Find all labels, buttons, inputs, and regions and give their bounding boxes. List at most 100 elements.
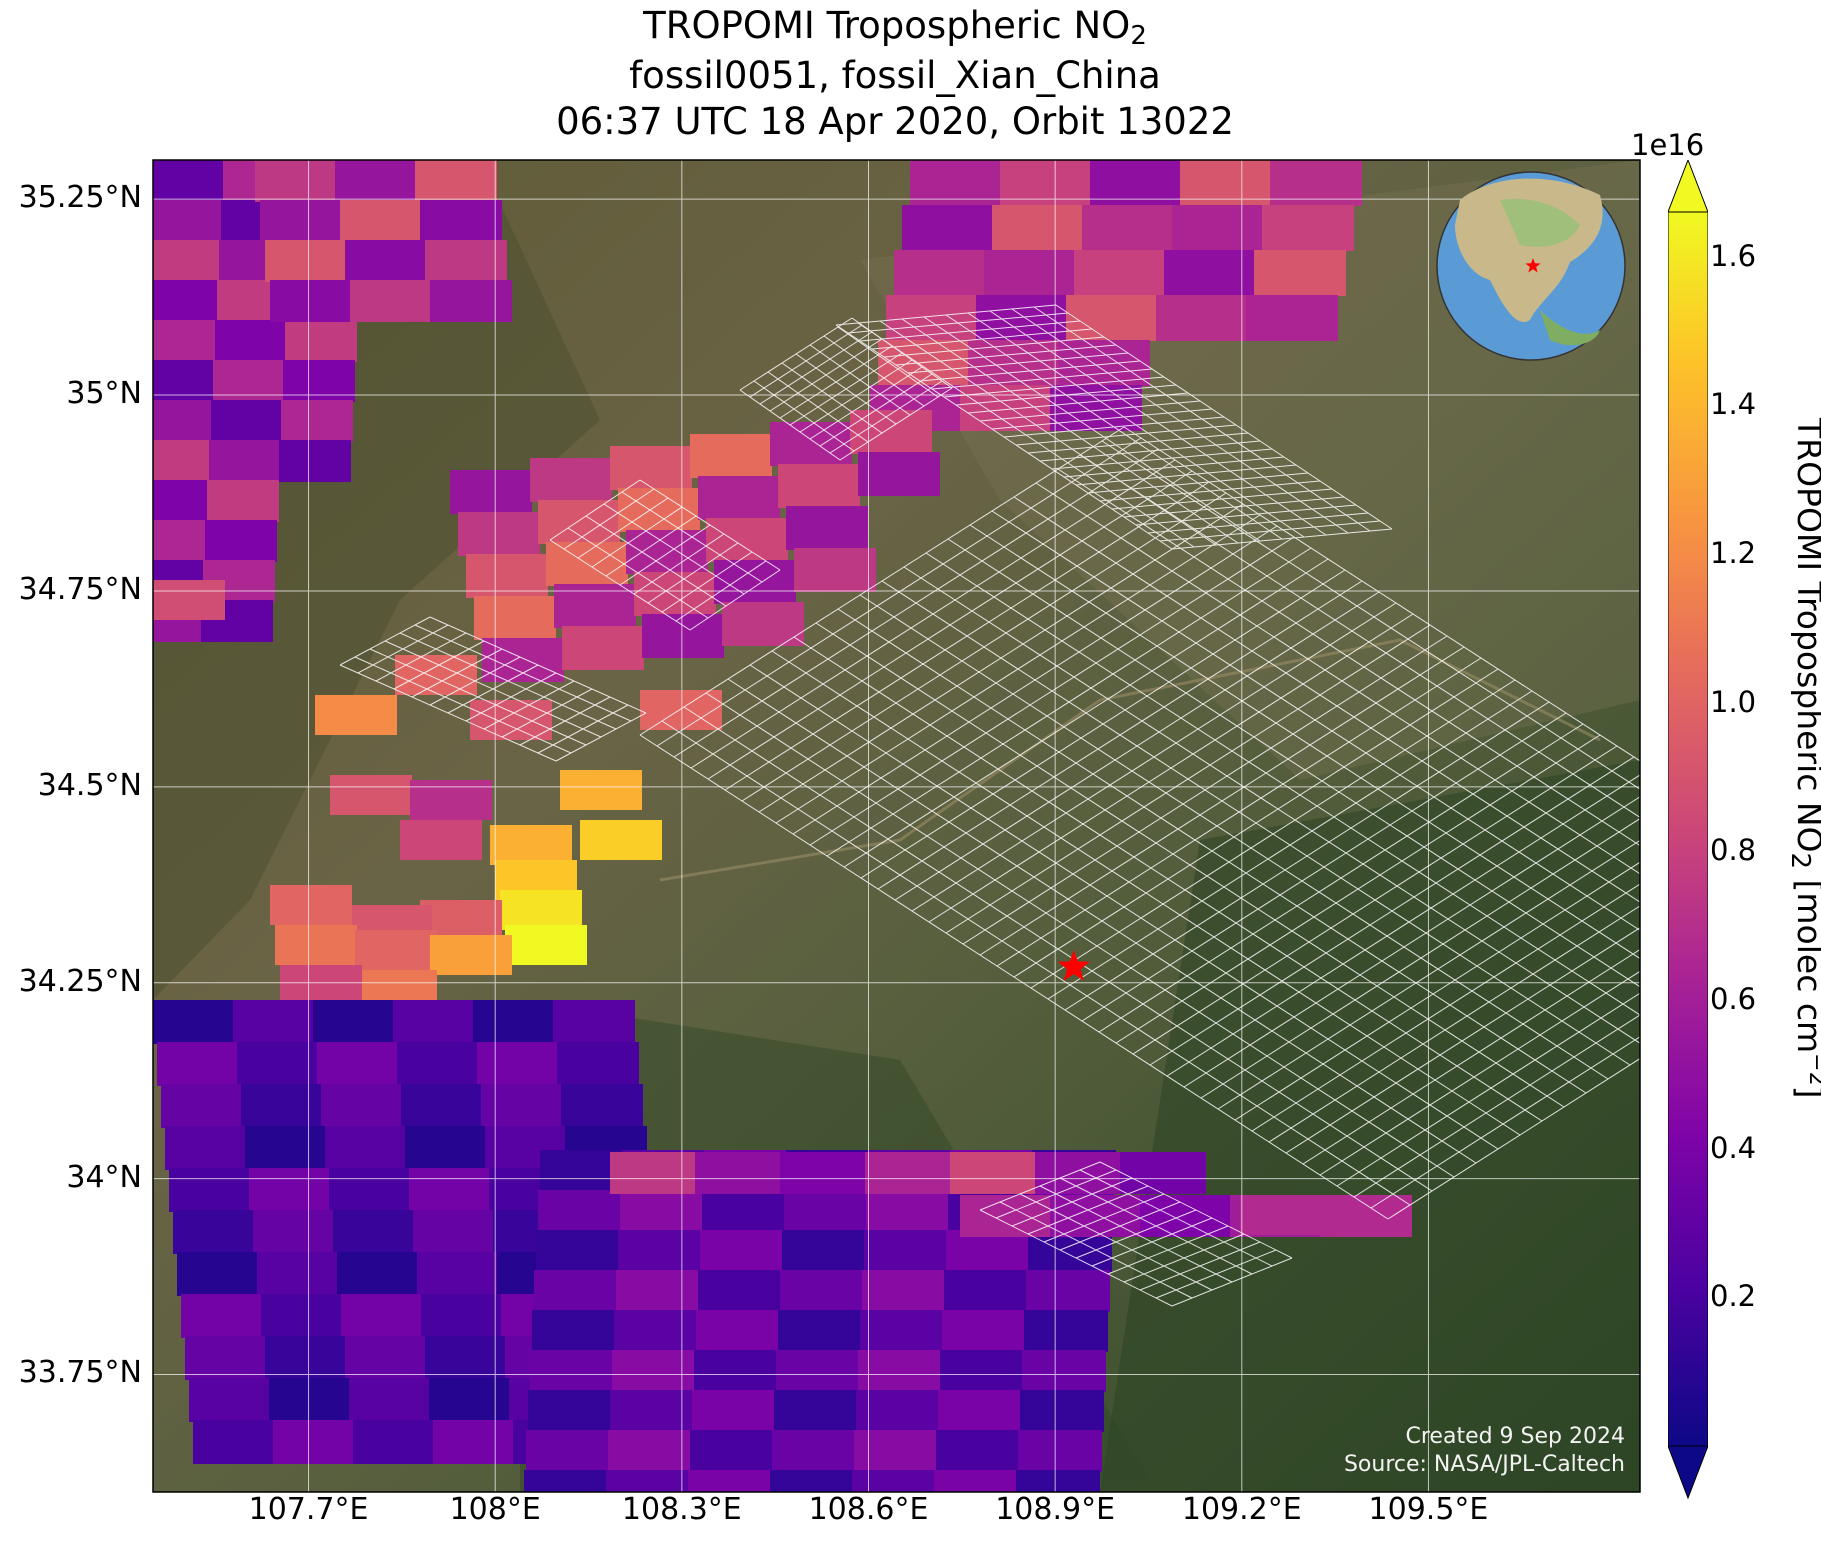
no2-pixel — [279, 440, 351, 482]
no2-pixel — [257, 1252, 339, 1296]
no2-pixel — [249, 1168, 331, 1212]
target-star-icon — [1057, 950, 1090, 981]
lon-tick-label: 109.5°E — [1368, 1492, 1489, 1527]
no2-pixel — [934, 1470, 1018, 1492]
no2-pixel — [473, 1000, 555, 1044]
no2-pixel — [610, 446, 692, 490]
no2-pixel — [1074, 250, 1166, 296]
no2-pixel — [1050, 1195, 1142, 1237]
lon-tick-label: 108°E — [449, 1492, 541, 1527]
no2-pixel — [341, 1294, 423, 1338]
no2-pixel — [698, 476, 780, 520]
no2-pixel — [528, 1390, 612, 1432]
no2-pixel — [618, 1230, 702, 1272]
no2-pixel — [393, 1000, 475, 1044]
colorbar-tick-label: 0.2 — [1710, 1279, 1757, 1314]
no2-pixel — [153, 1000, 235, 1044]
no2-pixel — [157, 1042, 239, 1086]
no2-pixel — [433, 1420, 515, 1464]
no2-pixel — [345, 240, 427, 282]
no2-pixel — [317, 1042, 399, 1086]
no2-pixel — [430, 280, 512, 322]
no2-pixel — [1090, 160, 1182, 206]
no2-pixel — [960, 385, 1052, 431]
no2-pixel — [1058, 340, 1150, 386]
no2-pixel — [938, 1390, 1022, 1432]
no2-pixel — [776, 1350, 860, 1392]
no2-pixel — [335, 160, 417, 202]
no2-pixel — [858, 1350, 942, 1392]
lon-tick-label: 108.9°E — [995, 1492, 1116, 1527]
no2-pixel — [910, 160, 1002, 206]
no2-pixel — [770, 1470, 854, 1492]
colorbar-tick-label: 1.2 — [1710, 535, 1757, 570]
no2-pixel — [245, 1126, 327, 1170]
no2-pixel — [984, 250, 1076, 296]
no2-pixel — [1254, 250, 1346, 296]
no2-pixel — [261, 1294, 343, 1338]
no2-pixel — [425, 240, 507, 282]
no2-pixel — [1066, 295, 1158, 341]
no2-pixel — [185, 1336, 267, 1380]
no2-pixel — [161, 1084, 243, 1128]
no2-pixel — [854, 1430, 938, 1472]
no2-pixel — [505, 925, 587, 965]
colorbar-tick-label: 1.0 — [1710, 684, 1757, 719]
colorbar-tick-label: 1.6 — [1710, 238, 1757, 273]
no2-pixel — [530, 458, 612, 502]
no2-pixel — [524, 1470, 608, 1492]
no2-pixel — [620, 1190, 704, 1232]
no2-pixel — [1172, 205, 1264, 251]
no2-pixel — [538, 500, 620, 544]
no2-pixel — [211, 400, 283, 442]
no2-pixel — [722, 602, 804, 646]
no2-pixel — [610, 1390, 694, 1432]
no2-pixel — [153, 580, 225, 620]
no2-pixel — [780, 1152, 866, 1194]
no2-pixel — [420, 200, 502, 242]
no2-pixel — [313, 1000, 395, 1044]
no2-pixel — [694, 1350, 778, 1392]
no2-pixel — [181, 1294, 263, 1338]
no2-pixel — [283, 360, 355, 402]
no2-pixel — [784, 1190, 868, 1232]
lat-tick-label: 34.5°N — [37, 767, 142, 803]
no2-pixel — [850, 410, 932, 454]
colorbar-label: TROPOMI Tropospheric NO2 [molec cm−2] — [1785, 418, 1821, 1098]
no2-pixel — [255, 160, 337, 202]
no2-pixel — [213, 360, 285, 402]
no2-pixel — [281, 400, 353, 442]
no2-pixel — [285, 320, 357, 362]
no2-pixel — [536, 1230, 620, 1272]
no2-pixel — [273, 1420, 355, 1464]
no2-pixel — [401, 1084, 483, 1128]
no2-pixel — [450, 470, 532, 514]
no2-pixel — [992, 205, 1084, 251]
no2-pixel — [458, 512, 540, 556]
no2-pixel — [400, 820, 482, 860]
no2-pixel — [852, 1470, 936, 1492]
no2-pixel — [562, 626, 644, 670]
no2-pixel — [349, 1378, 431, 1422]
no2-pixel — [337, 1252, 419, 1296]
no2-pixel — [772, 1430, 856, 1472]
no2-pixel — [858, 452, 940, 496]
no2-pixel — [1164, 250, 1256, 296]
lon-tick-label: 109.2°E — [1181, 1492, 1302, 1527]
no2-pixel — [692, 1390, 776, 1432]
no2-pixel — [695, 1152, 781, 1194]
lat-tick-label: 34.25°N — [18, 963, 142, 999]
no2-pixel — [265, 240, 347, 282]
no2-pixel — [616, 1270, 700, 1312]
no2-pixel — [241, 1084, 323, 1128]
no2-pixel — [1024, 1310, 1108, 1352]
no2-pixel — [429, 1378, 511, 1422]
no2-pixel — [410, 780, 492, 820]
no2-pixel — [794, 548, 876, 592]
no2-pixel — [490, 825, 572, 865]
no2-pixel — [862, 1270, 946, 1312]
no2-pixel — [856, 1390, 940, 1432]
no2-pixel — [950, 1152, 1036, 1194]
no2-pixel — [557, 1042, 639, 1086]
